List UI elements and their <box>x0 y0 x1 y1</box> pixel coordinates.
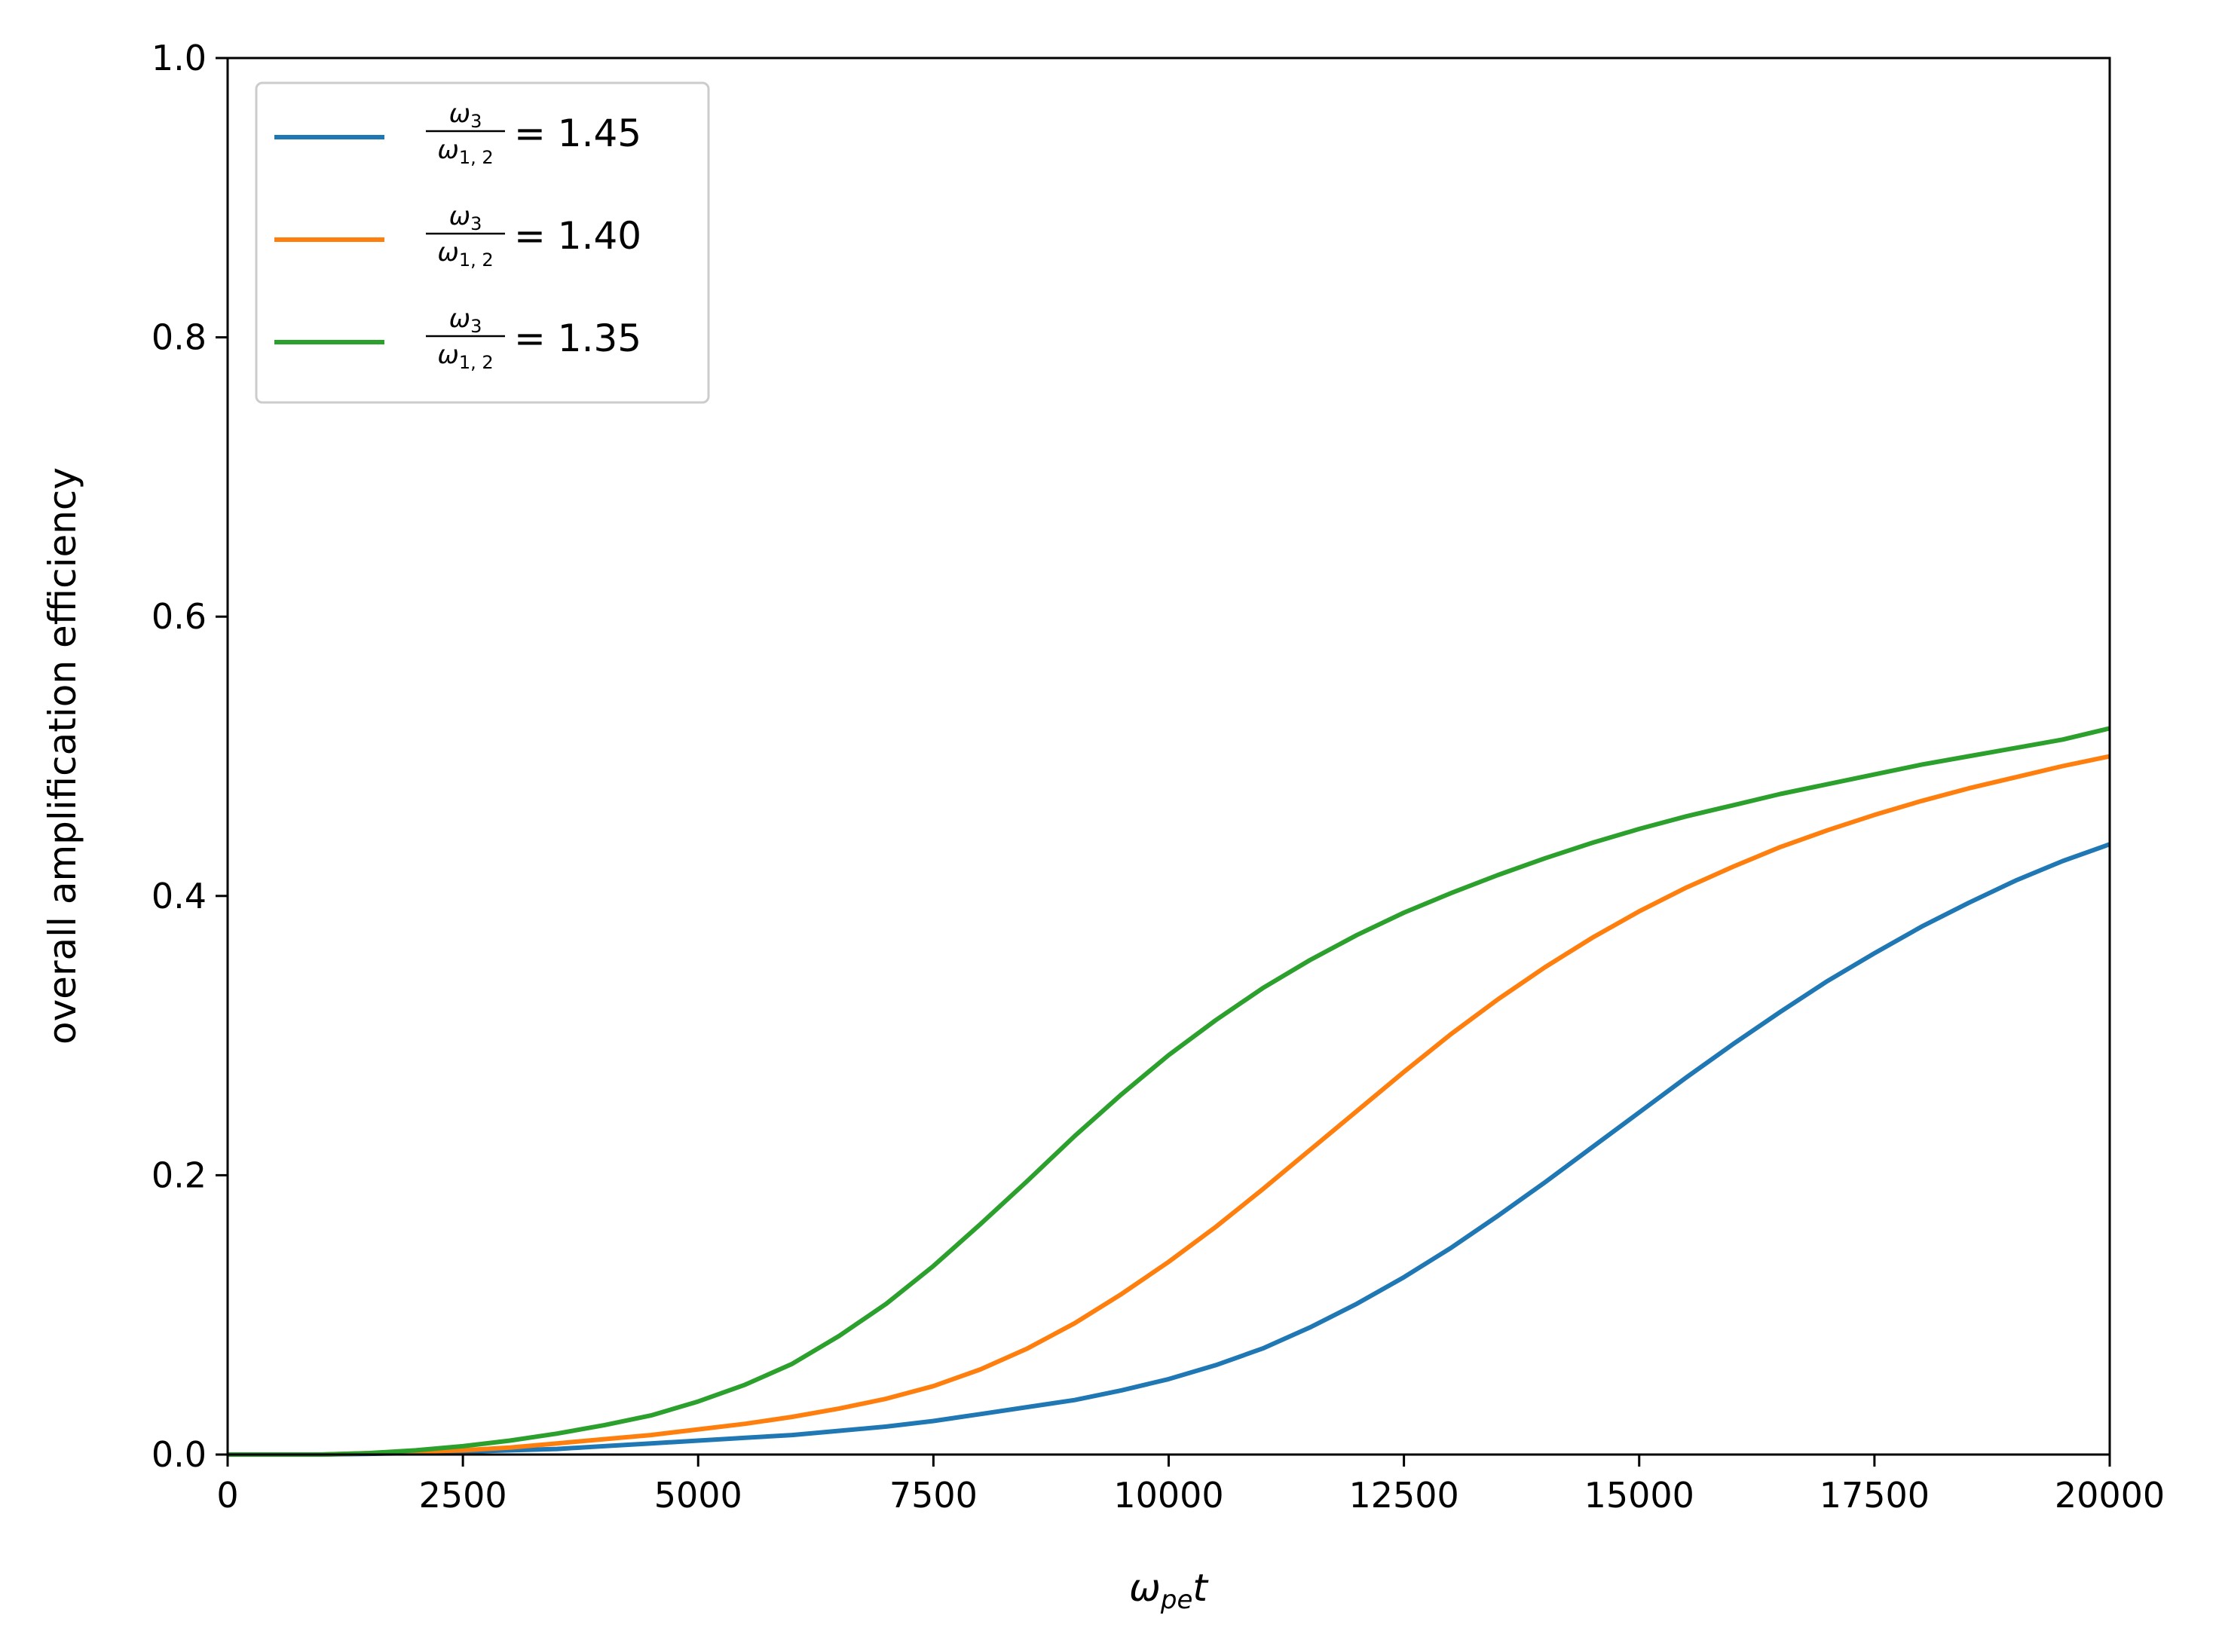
x-tick-label: 15000 <box>1584 1475 1694 1516</box>
series-layer <box>228 726 2111 1457</box>
y-tick-label: 0.0 <box>152 1434 207 1475</box>
y-tick-label: 0.8 <box>152 317 207 358</box>
x-tick-label: 20000 <box>2055 1475 2165 1516</box>
x-tick-label: 5000 <box>654 1475 742 1516</box>
legend-fraction-denominator: ω1, 2 <box>437 237 493 271</box>
y-tick-label: 1.0 <box>152 38 207 78</box>
legend-fraction-denominator: ω1, 2 <box>437 340 493 373</box>
x-axis-label: ωpet <box>1129 1566 1209 1615</box>
x-axis-label-sub: pe <box>1160 1585 1193 1615</box>
x-tick-label: 2500 <box>419 1475 507 1516</box>
series-line-2 <box>228 726 2110 1457</box>
legend-box <box>255 81 710 404</box>
legend-value: = 1.45 <box>514 112 641 155</box>
legend-fraction-numerator: ω3 <box>449 201 482 234</box>
x-axis-label-main: ω <box>1129 1566 1161 1610</box>
x-axis-label-suffix: t <box>1192 1566 1209 1610</box>
x-tick-label: 17500 <box>1820 1475 1930 1516</box>
y-tick-label: 0.2 <box>152 1155 207 1195</box>
x-axis-ticks: 0 2500 5000 7500 10000 12500 15000 17500 20000 <box>216 1455 2165 1516</box>
y-axis-label: overall amplification efficiency <box>41 467 84 1045</box>
y-tick-label: 0.6 <box>152 596 207 637</box>
series-line-1 <box>228 754 2110 1457</box>
legend-fraction-numerator: ω3 <box>449 304 482 337</box>
x-tick-label: 12500 <box>1348 1475 1458 1516</box>
y-tick-label: 0.4 <box>152 876 207 916</box>
series-line-0 <box>228 842 2111 1457</box>
legend-fraction-denominator: ω1, 2 <box>437 135 493 168</box>
legend-value: = 1.40 <box>514 214 641 258</box>
y-axis-ticks: 0.0 0.2 0.4 0.6 0.8 1.0 <box>152 38 228 1475</box>
legend-value: = 1.35 <box>514 317 641 360</box>
x-tick-label: 10000 <box>1113 1475 1223 1516</box>
x-tick-label: 0 <box>216 1475 238 1516</box>
legend-fraction-numerator: ω3 <box>449 99 482 132</box>
x-tick-label: 7500 <box>889 1475 978 1516</box>
